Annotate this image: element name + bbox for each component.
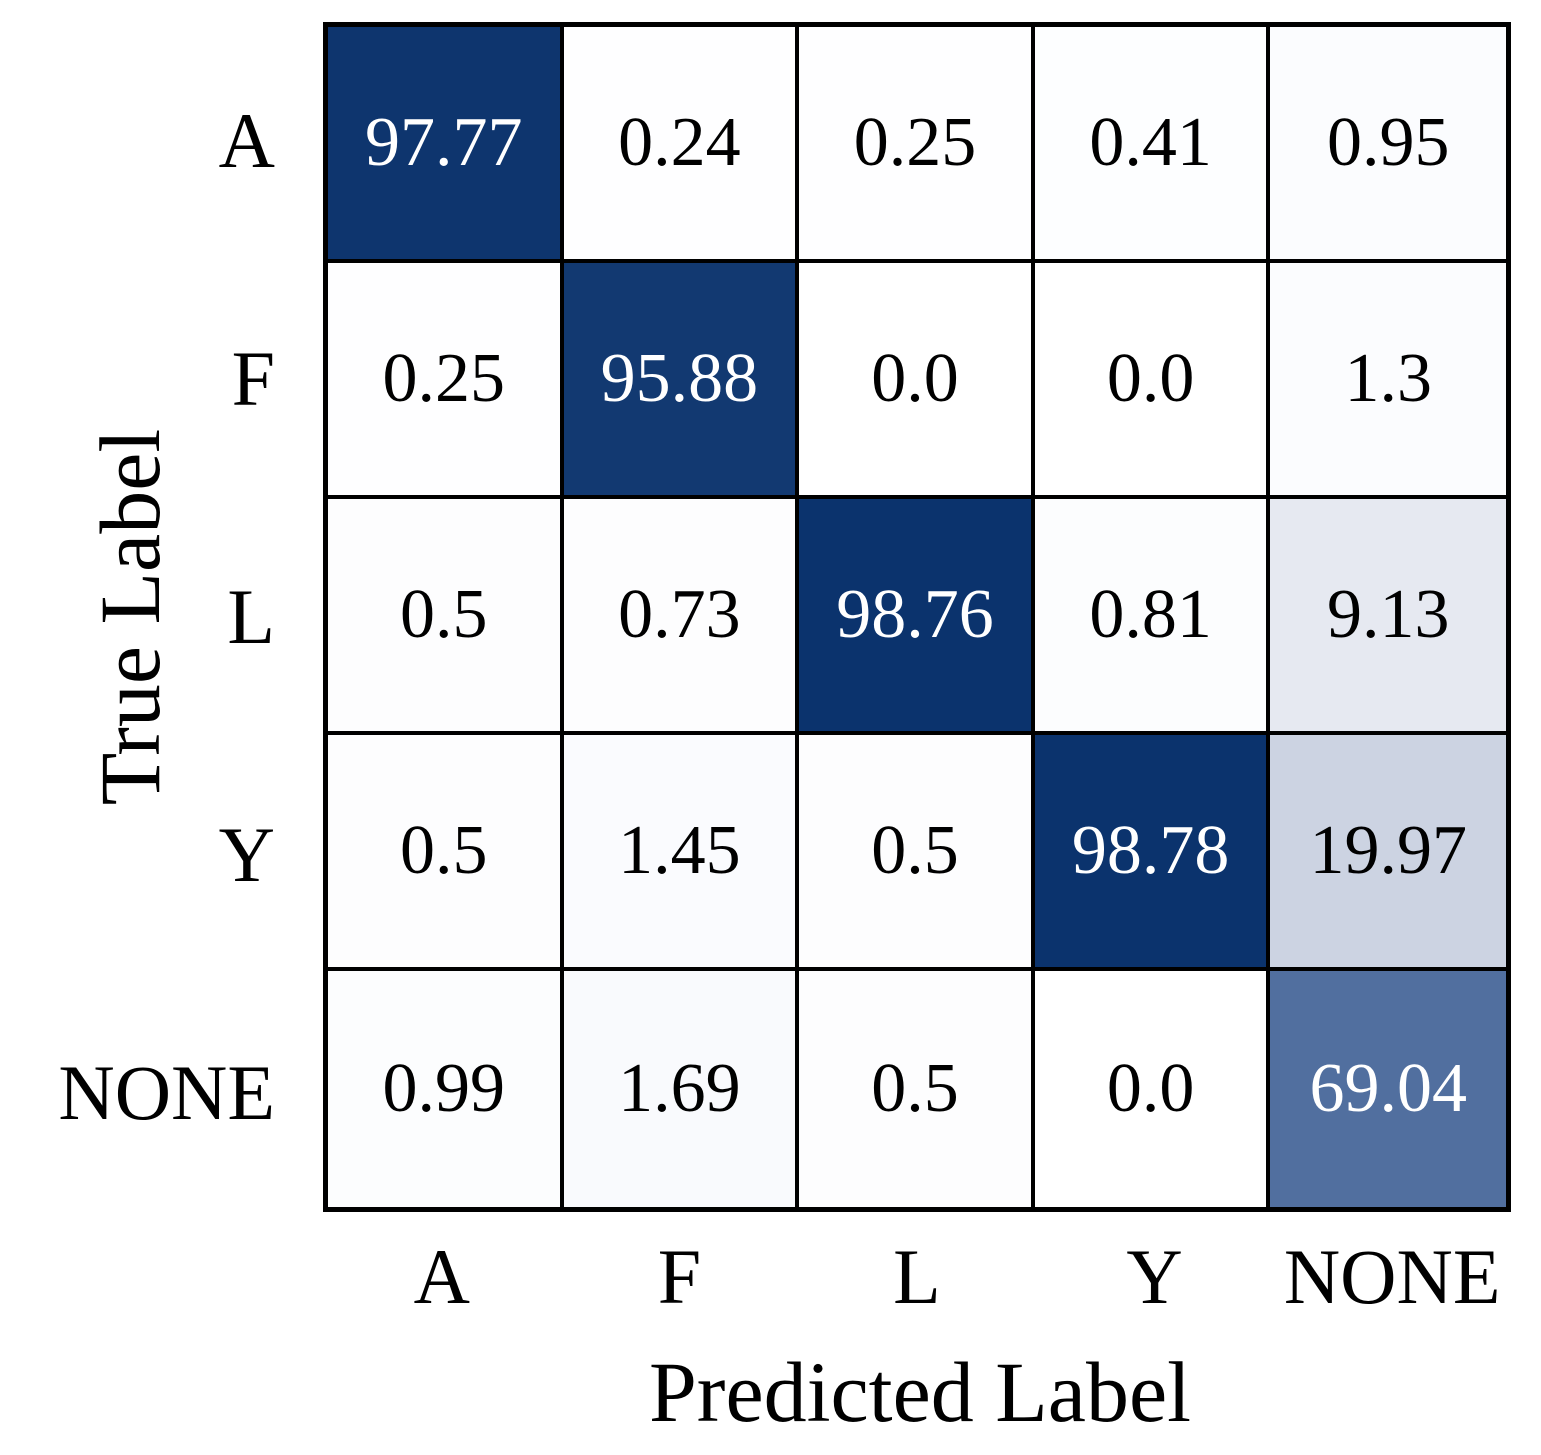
matrix-cell: 0.25 (328, 263, 564, 499)
matrix-cell: 69.04 (1270, 971, 1506, 1207)
y-tick-label: F (231, 335, 275, 422)
x-tick-label: F (657, 1233, 702, 1320)
y-tick-label: A (218, 97, 275, 184)
matrix-cell: 0.24 (563, 27, 800, 263)
heatmap-grid: 97.77 0.24 0.25 0.41 0.95 0.25 95.88 0.0 0.0 1.3 0… (323, 22, 1511, 1212)
matrix-cell: 9.13 (1270, 499, 1506, 735)
matrix-cell: 0.99 (328, 971, 564, 1207)
matrix-cell: 0.5 (799, 735, 1035, 971)
matrix-cell: 0.81 (1034, 499, 1271, 735)
matrix-cell: 0.41 (1034, 27, 1271, 263)
x-tick-label: A (413, 1233, 470, 1320)
matrix-cell: 95.88 (563, 263, 800, 499)
y-tick-labels: A F L Y NONE (0, 22, 323, 1212)
x-tick-label: NONE (1283, 1233, 1501, 1320)
matrix-cell: 98.78 (1034, 735, 1271, 971)
matrix-cell: 0.0 (799, 263, 1035, 499)
x-tick-label: Y (1126, 1233, 1183, 1320)
y-tick-label: Y (218, 811, 275, 898)
matrix-cell: 1.45 (563, 735, 800, 971)
matrix-cell: 0.0 (1034, 263, 1271, 499)
x-axis-title: Predicted Label (648, 1344, 1192, 1440)
matrix-cell: 0.95 (1270, 27, 1506, 263)
matrix-cell: 0.5 (799, 971, 1035, 1207)
matrix-cell: 0.5 (328, 499, 564, 735)
matrix-cell: 1.69 (563, 971, 800, 1207)
y-tick-label: NONE (58, 1049, 275, 1136)
matrix-cell: 97.77 (328, 27, 564, 263)
y-tick-label: L (227, 573, 275, 660)
matrix-cell: 1.3 (1270, 263, 1506, 499)
matrix-cell: 19.97 (1270, 735, 1506, 971)
x-tick-label: L (893, 1233, 941, 1320)
matrix-cell: 0.5 (328, 735, 564, 971)
x-tick-labels: A F L Y NONE (323, 1222, 1511, 1332)
matrix-cell: 98.76 (799, 499, 1035, 735)
matrix-cell: 0.0 (1034, 971, 1271, 1207)
matrix-cell: 0.25 (799, 27, 1035, 263)
matrix-cell: 0.73 (563, 499, 800, 735)
